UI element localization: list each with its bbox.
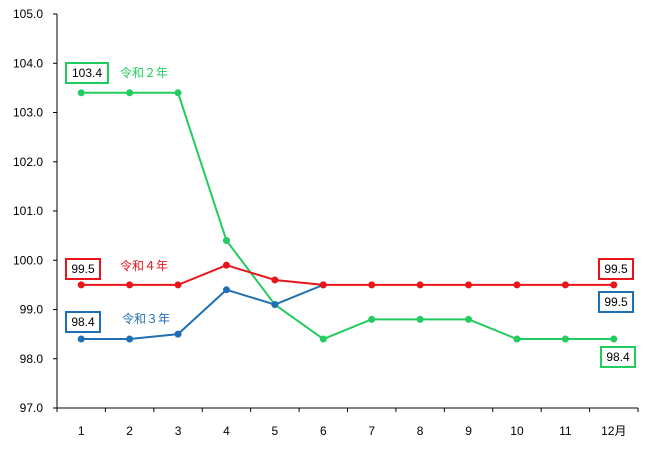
end-value-label-frame: [600, 346, 636, 368]
data-point: [610, 335, 618, 343]
end-value-label-text: 98.4: [606, 350, 630, 364]
data-point: [416, 281, 424, 289]
data-point: [271, 301, 279, 309]
data-point: [513, 281, 521, 289]
data-point: [561, 335, 569, 343]
data-point: [77, 89, 85, 97]
end-value-label: 99.5: [598, 291, 634, 313]
x-tick-label: 3: [175, 424, 182, 438]
series-name-label: 令和３年: [122, 311, 170, 326]
data-point: [222, 286, 230, 294]
series-line: [81, 91, 614, 341]
series-line: [81, 283, 324, 341]
x-tick-label: 8: [417, 424, 424, 438]
x-axis: 1 2 3 4 5 6 7 8 9 10 11 12月: [56, 407, 639, 438]
start-value-label-text: 98.4: [71, 315, 95, 329]
data-point: [465, 315, 473, 323]
data-point: [319, 281, 327, 289]
end-value-label-text: 99.5: [604, 295, 628, 309]
series-line: [81, 264, 614, 286]
data-point: [513, 335, 521, 343]
data-point: [126, 335, 134, 343]
start-value-label: 99.5: [65, 258, 101, 280]
start-value-label-frame: [65, 258, 101, 280]
y-tick-label: 105.0: [13, 7, 43, 21]
data-point: [610, 281, 618, 289]
end-value-label-text: 99.5: [604, 262, 628, 276]
data-point: [561, 281, 569, 289]
data-point: [416, 315, 424, 323]
y-tick-label: 104.0: [13, 56, 43, 70]
y-tick-label: 101.0: [13, 204, 43, 218]
data-point: [174, 89, 182, 97]
series-layer: [77, 89, 618, 343]
data-point: [222, 237, 230, 245]
end-value-label-frame: [598, 258, 634, 280]
start-value-label: 103.4: [65, 62, 109, 84]
data-point: [319, 335, 327, 343]
y-tick-label: 98.0: [20, 352, 44, 366]
data-point: [77, 335, 85, 343]
x-tick-label: 1: [78, 424, 85, 438]
x-tick-label: 12月: [601, 424, 626, 438]
y-tick-label: 100.0: [13, 253, 43, 267]
data-point: [465, 281, 473, 289]
data-point: [271, 276, 279, 284]
start-value-label-text: 103.4: [72, 66, 102, 80]
start-value-label-frame: [65, 62, 109, 84]
data-point: [368, 315, 376, 323]
y-tick-label: 102.0: [13, 155, 43, 169]
x-tick-label: 11: [559, 424, 572, 438]
series-2: [77, 281, 327, 343]
end-value-label: 99.5: [598, 258, 634, 280]
x-tick-label: 5: [272, 424, 279, 438]
x-tick-label: 4: [223, 424, 230, 438]
series-name-label: 令和２年: [120, 65, 168, 80]
data-point: [174, 281, 182, 289]
start-value-label-frame: [65, 311, 101, 333]
start-value-label-text: 99.5: [71, 262, 95, 276]
data-point: [174, 330, 182, 338]
x-tick-label: 9: [465, 424, 472, 438]
end-value-label: 98.4: [600, 346, 636, 368]
start-value-label: 98.4: [65, 311, 101, 333]
x-tick-label: 7: [368, 424, 375, 438]
series-1: [77, 89, 618, 343]
series-name-label: 令和４年: [120, 258, 168, 273]
label-layer: 令和２年 103.4 98.4 令和３年 98.4 99.5 令和４年 99.5 99.5: [65, 62, 636, 368]
x-tick-label: 10: [510, 424, 524, 438]
y-axis: 97.0 98.0 99.0 100.0 101.0 102.0 103.0 104.0 105…: [13, 7, 58, 415]
data-point: [77, 281, 85, 289]
data-point: [222, 261, 230, 269]
data-point: [126, 89, 134, 97]
x-tick-label: 2: [126, 424, 133, 438]
data-point: [368, 281, 376, 289]
y-tick-label: 103.0: [13, 106, 43, 120]
x-tick-label: 6: [320, 424, 327, 438]
y-tick-label: 97.0: [20, 401, 44, 415]
series-3: [77, 261, 618, 289]
y-tick-label: 99.0: [20, 303, 44, 317]
end-value-label-frame: [598, 291, 634, 313]
data-point: [126, 281, 134, 289]
